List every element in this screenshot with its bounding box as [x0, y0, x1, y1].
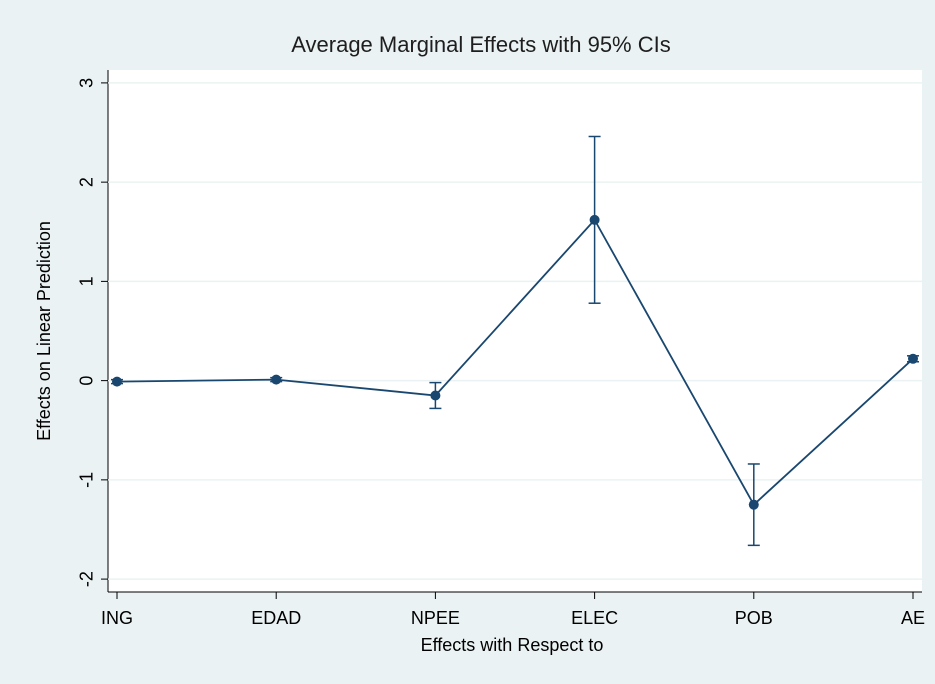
point: [748, 499, 759, 510]
chart-title: Average Marginal Effects with 95% CIs: [291, 32, 670, 57]
x-axis-title: Effects with Respect to: [421, 635, 604, 655]
point: [430, 390, 441, 401]
point: [112, 376, 122, 387]
y-tick-label: 2: [77, 177, 97, 187]
point: [908, 353, 918, 364]
x-tick-label: NPEE: [411, 608, 460, 628]
y-axis-title: Effects on Linear Prediction: [34, 221, 54, 441]
point: [271, 374, 282, 385]
y-tick-label: 1: [77, 276, 97, 286]
line: [116, 218, 914, 507]
point: [589, 214, 600, 225]
x-tick-label: ELEC: [571, 608, 618, 628]
x-tick-label: POB: [735, 608, 773, 628]
y-tick-label: 0: [77, 376, 97, 386]
y-tick-label: 3: [77, 78, 97, 88]
plot-area: [108, 70, 922, 592]
y-tick-label: -1: [77, 472, 97, 488]
x-tick-label: EDAD: [251, 608, 301, 628]
x-tick-label: ING: [101, 608, 133, 628]
x-tick-label: AE: [901, 608, 925, 628]
y-tick-label: -2: [77, 571, 97, 587]
